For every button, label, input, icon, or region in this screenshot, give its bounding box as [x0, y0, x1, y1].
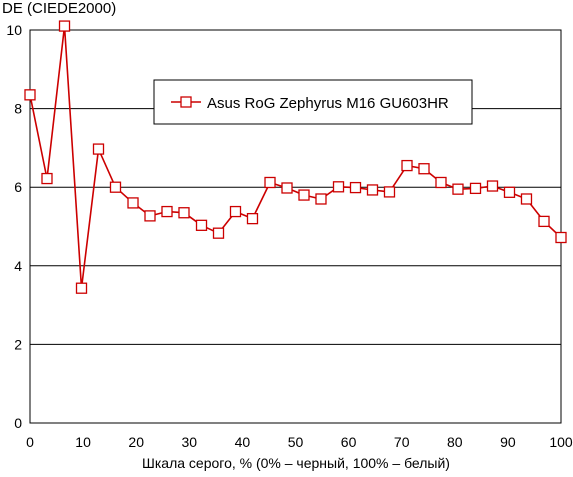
data-point-marker [332, 181, 345, 193]
x-tick-label: 30 [182, 434, 198, 450]
data-point-marker [383, 186, 396, 198]
y-tick-label: 2 [14, 336, 22, 352]
series-line [29, 25, 562, 290]
x-tick-label: 40 [235, 434, 251, 450]
plot-area-frame [29, 29, 562, 424]
y-tick-label: 10 [6, 22, 22, 38]
data-point-marker [229, 205, 242, 218]
data-point-marker [178, 207, 190, 219]
y-tick-label: 8 [14, 101, 22, 117]
data-point-marker [92, 143, 105, 155]
legend-series-label: Asus RoG Zephyrus M16 GU603HR [207, 95, 449, 112]
data-point-marker [195, 219, 208, 231]
data-point-marker [298, 189, 310, 201]
x-tick-label: 10 [75, 434, 91, 450]
x-tick-label: 0 [26, 434, 34, 450]
legend-marker-swatch [180, 96, 192, 108]
x-tick-label: 90 [500, 434, 516, 450]
series-layer [24, 20, 567, 294]
data-point-marker [349, 181, 362, 194]
data-point-marker [520, 193, 533, 205]
data-point-marker [555, 231, 567, 244]
y-axis-label: DE (CIEDE2000) [2, 0, 116, 17]
x-tick-label: 80 [447, 434, 463, 450]
data-point-marker [315, 193, 327, 205]
data-point-marker [109, 181, 122, 193]
data-point-marker [486, 180, 499, 192]
data-point-marker [75, 282, 88, 294]
x-tick-label: 60 [341, 434, 357, 450]
data-point-marker [212, 227, 225, 239]
x-tick-label: 50 [288, 434, 304, 450]
data-point-marker [41, 172, 53, 185]
x-tick-label: 20 [128, 434, 144, 450]
legend: Asus RoG Zephyrus M16 GU603HR [153, 79, 473, 125]
data-point-marker [127, 197, 139, 209]
legend-box [153, 79, 473, 125]
data-point-marker [264, 176, 276, 189]
x-tick-label: 100 [549, 434, 573, 450]
data-point-marker [246, 212, 259, 225]
x-tick-label: 70 [394, 434, 410, 450]
data-point-marker [366, 184, 379, 196]
y-tick-label: 0 [14, 415, 22, 431]
y-tick-label: 4 [14, 258, 22, 274]
data-point-marker [503, 186, 516, 198]
data-point-marker [24, 89, 36, 101]
data-point-marker [401, 159, 413, 172]
data-point-marker [161, 205, 173, 218]
data-point-marker [538, 215, 550, 228]
data-point-marker [452, 183, 464, 195]
data-point-marker [144, 210, 156, 222]
x-axis-label: Шкала серого, % (0% – черный, 100% – бел… [142, 455, 450, 471]
data-point-marker [58, 20, 71, 32]
data-point-marker [418, 163, 430, 175]
data-point-marker [281, 182, 293, 194]
data-point-marker [469, 182, 482, 195]
data-point-marker [435, 176, 447, 189]
y-tick-label: 6 [14, 179, 22, 195]
